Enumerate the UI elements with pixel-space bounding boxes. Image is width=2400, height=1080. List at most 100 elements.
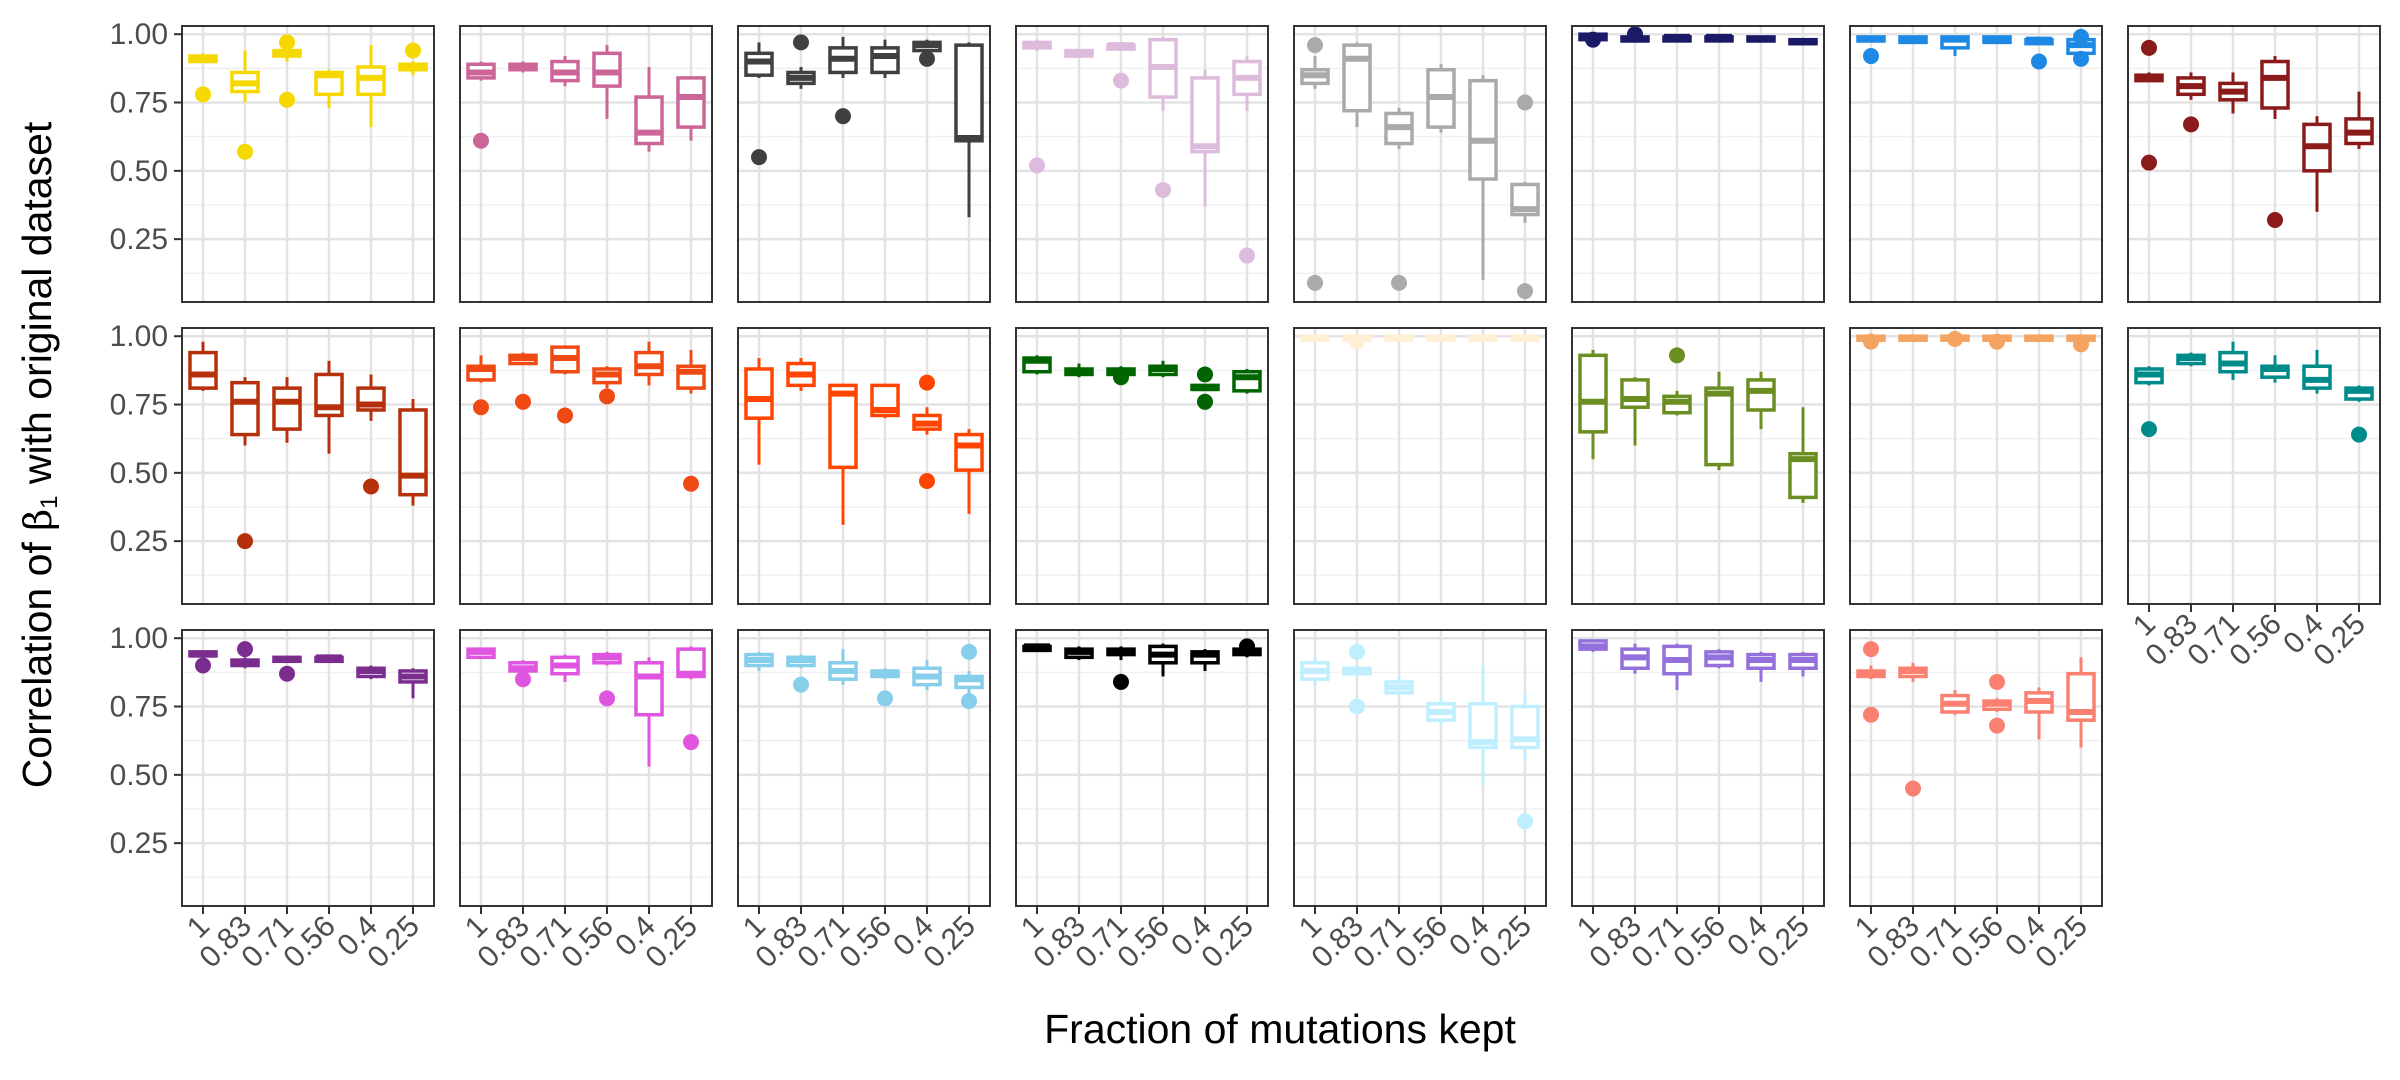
box-iqr [1510,182,1540,217]
box-outlier-point [1989,717,2005,734]
box-0.71 [1106,366,1136,386]
box-0.71 [1662,33,1692,43]
box-0.25 [676,76,706,141]
box-0.71 [272,34,302,108]
box-outlier-point [195,86,211,103]
panel-border [1571,629,1825,907]
facet-panel-2 [459,25,713,303]
box-iqr [188,350,218,390]
facet-panel-14 [1571,327,1825,605]
panel-background [1294,328,1546,604]
panel-border [181,629,435,907]
y-axis-title-subscript: 1 [36,495,63,509]
panel-background [1572,630,1824,906]
box-iqr [634,661,664,717]
box-outlier-point [1627,26,1643,43]
box-1 [1300,334,1330,342]
facet-panel-22: 10.830.710.560.40.25 [1571,629,1825,975]
box-0.71 [828,649,858,685]
box-iqr [1342,43,1372,113]
box-0.25 [1232,368,1262,394]
panel-background [1294,26,1546,302]
box-outlier-point [405,42,421,59]
panel-border [1293,629,1547,907]
box-outlier-point [1517,94,1533,111]
x-tick-label: 0.25 [639,910,704,975]
box-1 [2134,366,2164,438]
panel-border [1849,327,2103,605]
box-0.83 [786,654,816,693]
box-0.71 [1384,334,1414,342]
box-outlier-point [919,374,935,391]
panel-background [1850,26,2102,302]
box-0.4 [1190,69,1220,207]
box-outlier-point [1307,274,1323,291]
x-tick-label: 0.25 [1751,910,1816,975]
box-0.71 [1384,676,1414,696]
box-0.71 [2218,72,2248,114]
panel-background [1572,26,1824,302]
box-0.56 [870,668,900,707]
box-0.25 [398,399,428,506]
box-0.56 [314,654,344,664]
box-0.4 [1468,665,1498,786]
box-1 [1856,641,1886,723]
panel-background [460,26,712,302]
box-outlier-point [1863,706,1879,723]
box-0.71 [1940,690,1970,715]
box-0.83 [1064,646,1094,661]
y-tick-label: 0.75 [110,87,168,120]
box-0.83 [1898,35,1928,45]
box-1 [1578,349,1608,460]
box-1 [1022,355,1052,375]
y-axis-title-wrap: Correlation of β1 with original dataset [14,0,64,910]
box-0.56 [2260,56,2290,229]
box-outlier-point [683,475,699,492]
x-tick-label: 0.25 [2307,608,2372,673]
facet-panel-9: 0.25 0.50 0.75 1.00 [110,320,435,605]
box-outlier-point [1863,48,1879,65]
box-outlier-point [1349,698,1365,715]
box-0.4 [1746,35,1776,43]
box-outlier-point [1197,366,1213,383]
box-0.83 [1342,643,1372,715]
box-outlier-point [2267,212,2283,229]
box-outlier-point [2073,50,2089,67]
box-0.4 [1746,651,1776,682]
box-outlier-point [1239,638,1255,655]
box-0.25 [676,349,706,492]
box-iqr [676,76,706,129]
box-0.25 [2066,657,2096,748]
facet-panel-21: 10.830.710.560.40.25 [1293,629,1547,974]
box-outlier-point [515,393,531,410]
box-0.4 [1190,366,1220,410]
box-1 [1022,39,1052,174]
x-tick-label: 0.25 [361,910,426,975]
box-iqr [230,380,260,437]
box-0.71 [828,383,858,525]
box-0.56 [2260,355,2290,383]
panel-border [737,629,991,907]
box-outlier-point [1585,31,1601,48]
box-outlier-point [1349,643,1365,660]
facet-panel-7 [1849,25,2103,303]
x-tick-label: 0.56 [1945,910,2010,975]
panel-border [737,327,991,605]
box-iqr [870,46,900,75]
box-outlier-point [1029,157,1045,174]
panel-border [2127,327,2381,605]
x-tick-label: 0.25 [917,910,982,975]
panel-background [460,328,712,604]
box-outlier-point [279,665,295,682]
x-axis-title: Fraction of mutations kept [1044,1006,1516,1052]
box-0.56 [1426,64,1456,133]
box-1 [744,358,774,465]
y-tick-label: 1.00 [110,320,168,353]
box-0.56 [1982,673,2012,734]
box-outlier-point [1113,673,1129,690]
facet-panel-19: 10.830.710.560.40.25 [737,629,991,975]
panel-background [1572,328,1824,604]
box-1 [744,42,774,166]
facet-panel-13 [1293,327,1547,605]
box-1 [1856,333,1886,350]
